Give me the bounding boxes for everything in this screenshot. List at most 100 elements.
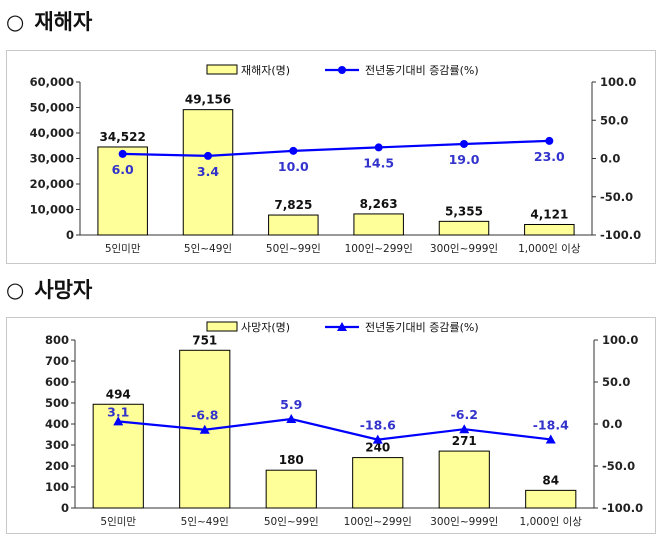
rate-point [372, 434, 383, 444]
rate-point [289, 146, 298, 155]
left-tick-label: 600 [45, 375, 69, 389]
circle-bullet-icon: ○ [6, 10, 25, 34]
rate-point [204, 151, 212, 160]
rate-point [545, 136, 554, 145]
circle-bullet-icon: ○ [6, 278, 25, 302]
left-tick-label: 60,000 [30, 75, 74, 89]
rate-value-label: -18.6 [360, 418, 396, 433]
category-label: 300인~999인 [430, 516, 498, 528]
rate-value-label: 19.0 [449, 152, 480, 167]
rate-point [460, 139, 468, 148]
rate-point [199, 424, 210, 434]
rate-point [545, 434, 556, 444]
deaths-chart-svg: 0 100 200 300 400 500 600 700 800 -100.0 -50.0 0.0 5… [45, 321, 643, 528]
rate-value-label: 14.5 [363, 155, 394, 170]
left-tick-label: 400 [45, 417, 69, 431]
category-label: 5인미만 [100, 516, 136, 528]
category-label: 5인~49인 [181, 516, 229, 528]
bar [265, 469, 317, 509]
right-tick-label: 100.0 [600, 75, 636, 89]
right-tick-label: -50.0 [600, 190, 633, 204]
right-tick-label: -100.0 [600, 228, 641, 242]
section-title-injured: ○ 재해자 [6, 6, 92, 36]
injured-chart: 0 10,000 20,000 30,000 40,000 50,000 60,000 -10… [6, 50, 656, 264]
right-tick-label: 50.0 [600, 113, 628, 127]
deaths-chart: 0 100 200 300 400 500 600 700 800 -100.0 -50.0 0.0 5… [6, 317, 656, 534]
left-tick-label: 100 [45, 480, 69, 494]
rate-point [374, 143, 383, 152]
bar-value-label: 271 [452, 434, 477, 448]
injured-chart-svg: 0 10,000 20,000 30,000 40,000 50,000 60,000 -10… [30, 63, 642, 255]
bar [525, 489, 577, 509]
left-tick-label: 50,000 [30, 101, 74, 115]
rate-value-label: -6.8 [191, 408, 218, 423]
rate-point [459, 424, 470, 434]
bar [182, 109, 234, 236]
bar-value-label: 4,121 [530, 207, 568, 221]
section-title-text: 재해자 [34, 10, 93, 34]
bar [352, 457, 404, 509]
category-label: 50인~99인 [264, 516, 319, 528]
category-label: 100인~299인 [345, 243, 413, 255]
bar-value-label: 494 [106, 387, 131, 401]
bar-value-label: 5,355 [445, 204, 483, 218]
category-label: 50인~99인 [266, 243, 321, 255]
bar-value-label: 751 [192, 333, 217, 347]
rate-value-label: 23.0 [534, 149, 565, 164]
bar-value-label: 7,825 [274, 198, 312, 212]
rate-value-label: -6.2 [451, 407, 478, 422]
category-label: 1,000인 이상 [520, 516, 583, 528]
right-tick-label: 100.0 [602, 333, 638, 347]
legend-line-label: 전년동기대비 증감률(%) [365, 64, 479, 77]
bar [268, 214, 319, 236]
bar-value-label: 180 [279, 453, 304, 467]
legend-bar-label: 사망자(명) [241, 321, 290, 334]
left-tick-label: 0 [61, 501, 69, 515]
bar [353, 213, 404, 236]
rate-point [286, 414, 297, 424]
rate-value-label: -18.4 [533, 417, 569, 432]
rate-point [113, 416, 124, 426]
category-label: 5인~49인 [184, 243, 232, 255]
legend-line-marker [338, 66, 346, 74]
rate-value-label: 5.9 [280, 397, 302, 412]
bar-value-label: 34,522 [100, 130, 146, 144]
right-tick-label: -50.0 [602, 459, 635, 473]
bar [438, 220, 490, 236]
left-tick-label: 10,000 [30, 203, 74, 217]
right-tick-label: 50.0 [602, 375, 630, 389]
rate-value-label: 6.0 [112, 162, 134, 177]
category-label: 300인~999인 [430, 243, 498, 255]
section-title-text: 사망자 [34, 278, 93, 302]
legend-bar-swatch [206, 64, 238, 75]
rate-point [118, 149, 127, 158]
bar [438, 450, 490, 509]
left-tick-label: 40,000 [30, 126, 74, 140]
left-tick-label: 30,000 [30, 152, 74, 166]
rate-value-label: 3.1 [107, 404, 129, 419]
left-tick-label: 700 [45, 354, 69, 368]
left-tick-label: 200 [45, 459, 69, 473]
rate-line [122, 139, 550, 157]
bar-value-label: 49,156 [185, 93, 231, 107]
legend-line-marker [337, 322, 347, 331]
left-tick-label: 500 [45, 396, 69, 410]
legend-line-label: 전년동기대비 증감률(%) [365, 321, 479, 334]
legend-bar-label: 재해자(명) [241, 63, 290, 77]
section-title-deaths: ○ 사망자 [6, 274, 92, 304]
category-label: 1,000인 이상 [518, 243, 581, 255]
bar [97, 146, 148, 236]
right-tick-label: 0.0 [602, 417, 622, 431]
bar [524, 223, 575, 236]
left-tick-label: 20,000 [30, 177, 74, 191]
left-tick-label: 800 [45, 333, 69, 347]
rate-value-label: 3.4 [197, 164, 219, 179]
rate-value-label: 10.0 [278, 159, 309, 174]
bar-value-label: 240 [365, 441, 390, 455]
left-tick-label: 0 [66, 228, 74, 242]
category-label: 100인~299인 [344, 516, 412, 528]
left-tick-label: 300 [45, 438, 69, 452]
bar-value-label: 84 [542, 473, 559, 487]
bar-value-label: 8,263 [360, 197, 398, 211]
right-tick-label: 0.0 [600, 152, 620, 166]
